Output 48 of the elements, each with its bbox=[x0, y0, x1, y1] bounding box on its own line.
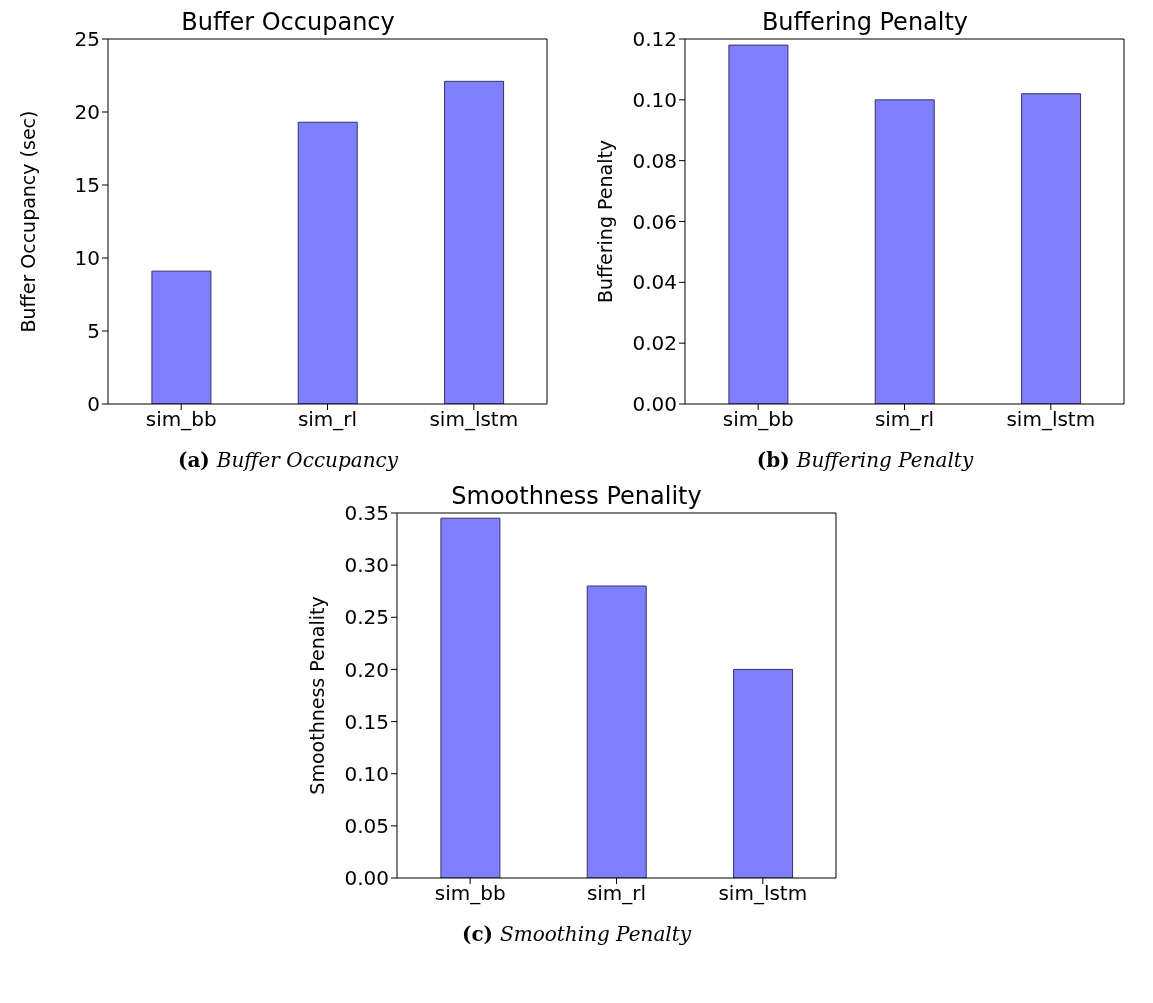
y-tick-label: 0.30 bbox=[343, 553, 389, 578]
y-axis-title: Smoothness Penality bbox=[305, 596, 328, 795]
x-tick-label: sim_lstm bbox=[717, 881, 807, 906]
bar bbox=[1021, 93, 1082, 404]
y-axis-title: Buffering Penalty bbox=[593, 139, 616, 304]
y-tick-label: 0.00 bbox=[632, 392, 677, 417]
text: (a) Buffer Occupancy bbox=[177, 448, 399, 472]
y-tick-label: 5 bbox=[87, 319, 100, 344]
x-tick-label: sim_rl bbox=[586, 881, 646, 906]
y-tick-label: 0.35 bbox=[343, 501, 389, 526]
bar bbox=[297, 121, 358, 404]
bar bbox=[444, 80, 505, 404]
chart-title: Buffering Penalty bbox=[761, 8, 969, 36]
bar bbox=[586, 585, 647, 878]
y-tick-label: 0.12 bbox=[632, 27, 677, 52]
x-tick-label: sim_lstm bbox=[429, 407, 519, 432]
chart-title: Buffer Occupancy bbox=[181, 8, 395, 36]
y-tick-label: 0.15 bbox=[343, 709, 389, 734]
bar bbox=[874, 99, 935, 404]
bar bbox=[732, 668, 793, 878]
y-tick-label: 0.00 bbox=[343, 866, 389, 891]
y-tick-label: 15 bbox=[74, 173, 100, 198]
y-tick-label: 0.25 bbox=[343, 605, 389, 630]
y-tick-label: 10 bbox=[74, 246, 100, 271]
y-tick-label: 0.10 bbox=[632, 87, 677, 112]
y-tick-label: 20 bbox=[74, 100, 100, 125]
x-tick-label: sim_rl bbox=[874, 407, 935, 432]
chart-title: Smoothness Penality bbox=[451, 482, 702, 510]
y-tick-label: 0 bbox=[87, 392, 100, 417]
bar bbox=[728, 44, 789, 404]
text: (c) Smoothing Penalty bbox=[461, 922, 692, 946]
x-tick-label: sim_rl bbox=[297, 407, 358, 432]
bar bbox=[151, 270, 212, 404]
x-tick-label: sim_bb bbox=[434, 881, 506, 906]
y-tick-label: 0.20 bbox=[343, 657, 389, 682]
y-tick-label: 0.10 bbox=[343, 761, 389, 786]
y-tick-label: 0.06 bbox=[632, 209, 677, 234]
text: (b) Buffering Penalty bbox=[756, 448, 974, 472]
y-tick-label: 0.08 bbox=[632, 148, 677, 173]
x-tick-label: sim_lstm bbox=[1006, 407, 1096, 432]
y-tick-label: 0.05 bbox=[343, 813, 389, 838]
x-tick-label: sim_bb bbox=[722, 407, 794, 432]
x-tick-label: sim_bb bbox=[145, 407, 217, 432]
y-axis-title: Buffer Occupancy (sec) bbox=[16, 110, 39, 333]
y-tick-label: 0.04 bbox=[632, 270, 677, 295]
y-tick-label: 0.02 bbox=[632, 331, 677, 356]
bar bbox=[439, 517, 500, 878]
y-tick-label: 25 bbox=[74, 27, 100, 52]
